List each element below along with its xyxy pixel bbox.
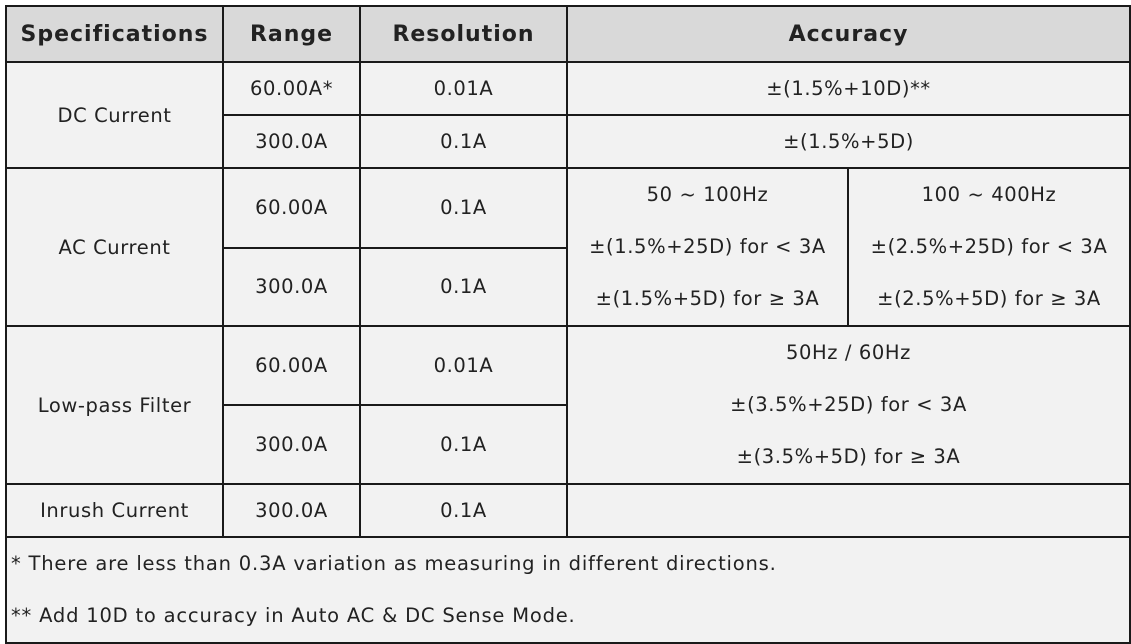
accuracy-cell-50-100hz: 50 ~ 100Hz ±(1.5%+25D) for < 3A ±(1.5%+5…	[566, 167, 849, 327]
accuracy-cell-empty	[565, 483, 1131, 538]
accuracy-line: ±(3.5%+25D) for < 3A	[730, 393, 967, 416]
accuracy-line: ±(3.5%+5D) for ≥ 3A	[736, 445, 961, 468]
spec-label-dc-current: DC Current	[5, 61, 224, 169]
footnote: ** Add 10D to accuracy in Auto AC & DC S…	[11, 604, 576, 627]
spec-label-low-pass-filter: Low-pass Filter	[5, 325, 224, 485]
header-row: Specifications Range Resolution Accuracy	[5, 5, 1131, 63]
header-accuracy: Accuracy	[565, 5, 1131, 63]
accuracy-line: ±(2.5%+25D) for < 3A	[870, 235, 1108, 258]
header-specifications: Specifications	[5, 5, 224, 63]
footnotes: * There are less than 0.3A variation as …	[4, 536, 1131, 644]
table-row: 300.0A 0.1A ±(1.5%+5D)	[6, 114, 1131, 169]
notes-row: * There are less than 0.3A variation as …	[4, 536, 1131, 644]
resolution-cell: 0.1A	[359, 404, 568, 485]
range-cell: 300.0A	[222, 404, 361, 485]
resolution-cell: 0.01A	[359, 325, 568, 406]
range-cell: 300.0A	[222, 483, 361, 538]
range-cell: 60.00A	[222, 167, 361, 249]
resolution-cell: 0.1A	[359, 114, 568, 169]
accuracy-frequency-band: 50Hz / 60Hz	[786, 341, 911, 364]
resolution-cell: 0.1A	[359, 167, 568, 249]
accuracy-cell-100-400hz: 100 ~ 400Hz ±(2.5%+25D) for < 3A ±(2.5%+…	[846, 167, 1131, 327]
table-row: AC Current 60.00A 0.1A 50 ~ 100Hz ±(1.5%…	[5, 167, 1131, 327]
table-row: Inrush Current 300.0A 0.1A	[5, 483, 1131, 538]
resolution-cell: 0.01A	[359, 61, 568, 116]
range-cell: 60.00A*	[222, 61, 361, 116]
accuracy-line: ±(1.5%+25D) for < 3A	[589, 235, 826, 258]
accuracy-line: ±(1.5%+5D) for ≥ 3A	[595, 287, 820, 310]
table-row: DC Current 60.00A* 0.01A ±(1.5%+10D)**	[5, 61, 1131, 169]
spec-label-inrush-current: Inrush Current	[5, 483, 224, 538]
specifications-table-container: Specifications Range Resolution Accuracy…	[4, 5, 1131, 644]
range-cell: 60.00A	[222, 325, 361, 406]
range-cell: 300.0A	[222, 114, 361, 169]
resolution-cell: 0.1A	[359, 246, 568, 327]
footnote: * There are less than 0.3A variation as …	[11, 552, 777, 575]
spec-label-ac-current: AC Current	[5, 167, 224, 327]
accuracy-line: ±(2.5%+5D) for ≥ 3A	[877, 287, 1101, 310]
accuracy-cell-low-pass: 50Hz / 60Hz ±(3.5%+25D) for < 3A ±(3.5%+…	[565, 325, 1131, 485]
specifications-table: Specifications Range Resolution Accuracy…	[4, 5, 1131, 644]
table-row: 300.0A 0.1A	[6, 246, 1130, 327]
accuracy-frequency-band: 100 ~ 400Hz	[921, 183, 1057, 206]
table-row: Low-pass Filter 60.00A 0.01A 50Hz / 60Hz…	[5, 325, 1131, 485]
table-row: 300.0A 0.1A	[6, 404, 1130, 485]
header-range: Range	[222, 5, 361, 63]
accuracy-cell: ±(1.5%+5D)	[565, 114, 1131, 169]
header-resolution: Resolution	[359, 5, 568, 63]
range-cell: 300.0A	[222, 246, 361, 327]
resolution-cell: 0.1A	[359, 483, 568, 538]
accuracy-cell: ±(1.5%+10D)**	[565, 61, 1131, 116]
accuracy-frequency-band: 50 ~ 100Hz	[646, 183, 769, 206]
